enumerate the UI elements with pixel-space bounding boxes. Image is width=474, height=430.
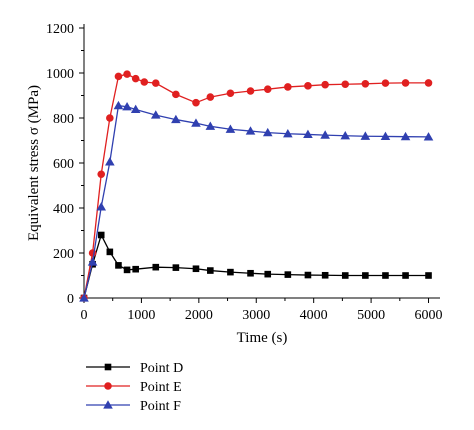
- marker-square: [382, 272, 389, 279]
- marker-square: [425, 272, 432, 279]
- marker-triangle: [79, 293, 89, 302]
- marker-circle: [88, 249, 97, 257]
- marker-circle: [424, 79, 433, 87]
- legend: Point D Point E Point F: [86, 361, 183, 414]
- marker-square: [123, 266, 131, 274]
- legend-label: Point F: [140, 399, 181, 414]
- marker-circle: [361, 80, 370, 88]
- marker-triangle: [130, 104, 141, 114]
- marker-triangle: [400, 131, 411, 141]
- x-axis-title: Time (s): [237, 330, 288, 346]
- marker-triangle: [191, 118, 201, 127]
- marker-circle: [172, 90, 180, 99]
- marker-square: [172, 264, 180, 271]
- marker-circle: [304, 82, 312, 90]
- marker-square: [132, 265, 139, 273]
- marker-triangle: [380, 131, 391, 141]
- marker-square: [227, 268, 234, 276]
- marker-triangle: [122, 101, 132, 111]
- legend-item: Point F: [86, 399, 181, 414]
- marker-circle: [106, 114, 114, 122]
- marker-triangle: [303, 129, 313, 139]
- series-line: [83, 104, 429, 299]
- marker-square: [152, 263, 160, 271]
- marker-square: [402, 272, 409, 279]
- x-tick-label: 6000: [415, 308, 443, 323]
- marker-circle: [381, 79, 390, 87]
- marker-triangle: [87, 257, 98, 266]
- legend-label: Point D: [140, 361, 183, 376]
- x-tick-label: 4000: [300, 308, 328, 323]
- marker-triangle: [360, 131, 371, 140]
- marker-circle: [226, 89, 235, 98]
- y-tick-label: 600: [53, 157, 74, 172]
- marker-square: [106, 248, 114, 256]
- marker-triangle: [105, 157, 115, 166]
- series-point-e: [80, 70, 433, 302]
- marker-triangle: [96, 202, 107, 211]
- y-tick-label: 0: [67, 292, 74, 307]
- marker-circle: [114, 72, 123, 81]
- marker-circle: [131, 74, 140, 83]
- marker-circle: [263, 85, 272, 93]
- marker-triangle: [205, 121, 216, 130]
- x-tick-label: 5000: [357, 308, 385, 323]
- x-tick-label: 2000: [185, 308, 213, 323]
- marker-circle: [123, 70, 131, 78]
- legend-item: Point D: [86, 361, 183, 376]
- marker-triangle: [113, 100, 124, 110]
- x-tick-label: 1000: [127, 308, 155, 323]
- y-tick-label: 200: [53, 247, 74, 262]
- marker-square: [207, 267, 214, 274]
- marker-circle: [321, 80, 329, 89]
- marker-square: [362, 272, 369, 279]
- marker-square: [304, 271, 312, 279]
- marker-square: [284, 271, 292, 278]
- marker-circle: [140, 78, 149, 86]
- y-tick-label: 1000: [46, 67, 74, 82]
- series-point-d: [80, 231, 432, 302]
- marker-triangle: [262, 127, 273, 137]
- marker-triangle: [171, 114, 181, 124]
- marker-triangle: [245, 126, 256, 135]
- marker-square: [264, 270, 272, 278]
- marker-square: [104, 363, 112, 371]
- marker-square: [192, 265, 200, 273]
- marker-triangle: [150, 110, 161, 119]
- series-line: [83, 233, 429, 299]
- y-axis-title: Equivalent stress σ (MPa): [26, 85, 42, 241]
- marker-triangle: [340, 130, 351, 140]
- marker-circle: [341, 80, 350, 89]
- marker-triangle: [283, 128, 293, 138]
- marker-square: [97, 231, 105, 239]
- legend-item: Point E: [86, 380, 182, 395]
- marker-circle: [401, 79, 410, 87]
- marker-square: [341, 272, 349, 279]
- marker-circle: [246, 87, 255, 95]
- y-tick-label: 1200: [46, 22, 74, 37]
- marker-triangle: [320, 130, 330, 139]
- series-point-f: [79, 100, 434, 302]
- marker-circle: [284, 83, 292, 91]
- marker-circle: [97, 170, 106, 179]
- axes: 0 1000 2000 3000 4000 5000 6000 0 200 400 600 800 10…: [46, 22, 443, 323]
- legend-label: Point E: [140, 380, 182, 395]
- marker-circle: [151, 79, 160, 87]
- marker-triangle: [423, 132, 434, 141]
- marker-triangle: [225, 124, 236, 133]
- y-tick-label: 400: [53, 202, 74, 217]
- marker-circle: [192, 98, 200, 107]
- x-tick-label: 0: [81, 308, 88, 323]
- marker-square: [321, 271, 329, 279]
- marker-square: [115, 262, 122, 269]
- x-tick-label: 3000: [242, 308, 270, 323]
- marker-circle: [104, 382, 112, 390]
- marker-triangle: [103, 400, 113, 409]
- marker-square: [247, 269, 254, 277]
- series-layer: [79, 70, 434, 302]
- y-tick-label: 800: [53, 112, 74, 127]
- marker-circle: [206, 93, 215, 101]
